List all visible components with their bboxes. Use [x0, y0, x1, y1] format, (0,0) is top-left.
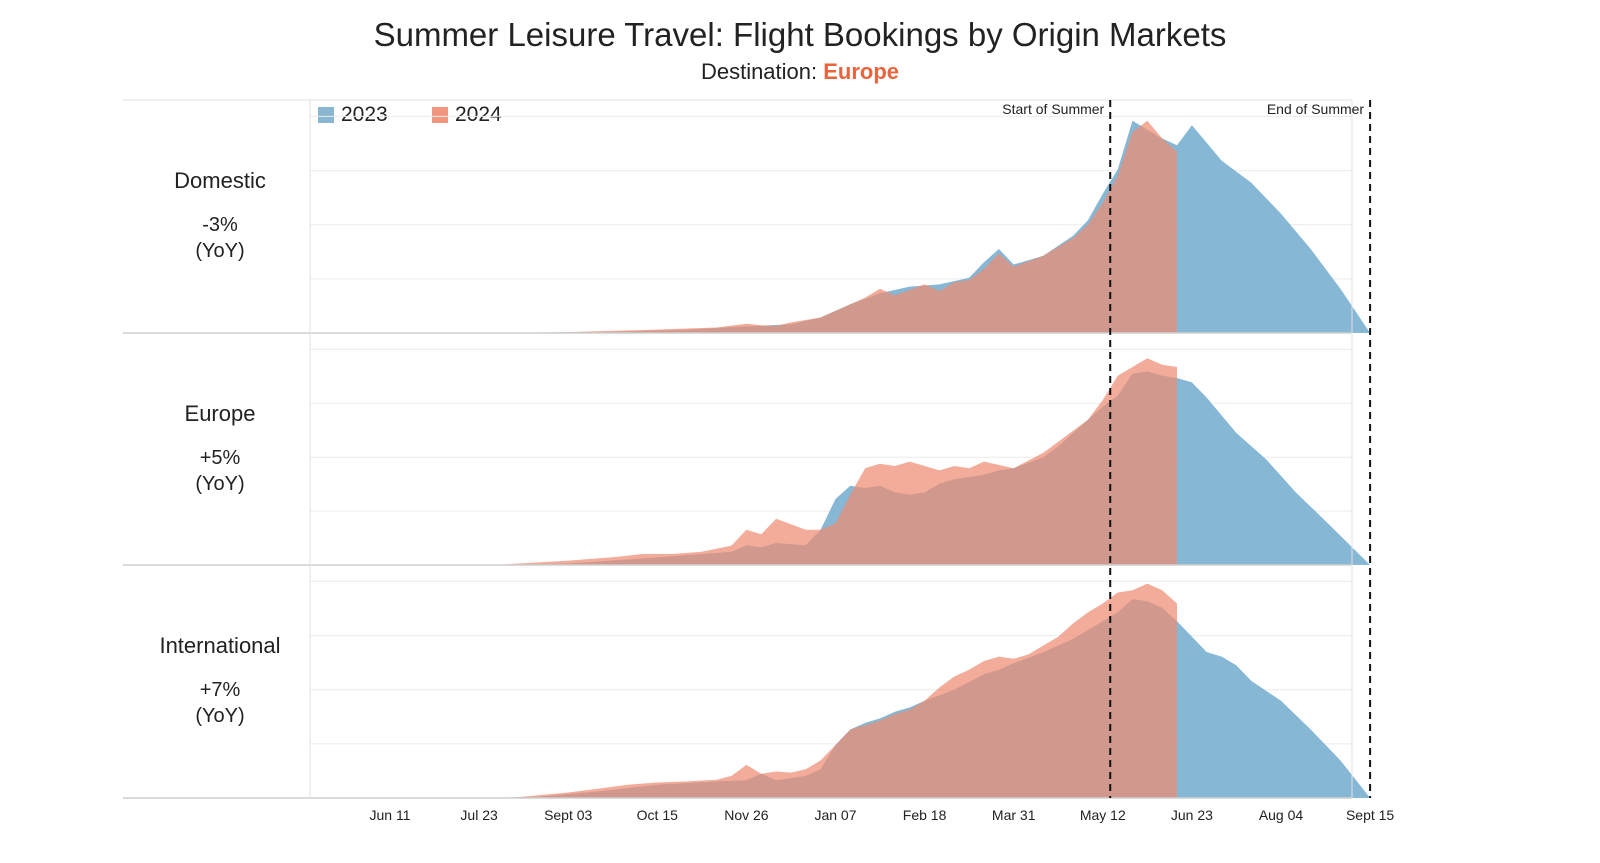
x-tick-label: Jan 07 — [814, 807, 856, 823]
end-of-summer-label: End of Summer — [1267, 101, 1365, 117]
subtitle-prefix: Destination: — [700, 59, 824, 84]
x-tick-label: May 12 — [1080, 807, 1126, 823]
legend-swatch-2024 — [432, 107, 448, 123]
x-tick-label: Jun 23 — [1171, 807, 1213, 823]
x-tick-label: Sept 15 — [1346, 807, 1394, 823]
legend-label-2023: 2023 — [341, 103, 388, 126]
panel-name: Domestic — [174, 168, 266, 193]
start-of-summer-label: Start of Summer — [1002, 101, 1104, 117]
x-tick-label: Nov 26 — [724, 807, 769, 823]
legend-swatch-2023 — [318, 107, 334, 123]
panel-label-international: International +7% (YoY) — [130, 633, 310, 729]
subtitle-destination: Europe — [823, 59, 900, 84]
panel-yoy: +5% — [199, 447, 241, 469]
x-tick-label: Jul 23 — [460, 807, 498, 823]
x-tick-label: Oct 15 — [637, 807, 678, 823]
x-tick-label: Feb 18 — [903, 807, 947, 823]
panel-yoy-note: (YoY) — [195, 240, 245, 262]
chart-title: Summer Leisure Travel: Flight Bookings b… — [373, 16, 1227, 53]
panel-yoy: -3% — [202, 214, 238, 236]
area-domestic-2024 — [538, 120, 1177, 333]
panel-name: Europe — [184, 401, 256, 426]
area-international-2024 — [508, 583, 1177, 798]
panel-yoy: +7% — [199, 679, 241, 701]
legend-label-2024: 2024 — [455, 103, 502, 126]
legend-item-2023: 2023 — [318, 103, 388, 127]
x-tick-label: Sept 03 — [544, 807, 592, 823]
panel-yoy-note: (YoY) — [195, 473, 245, 495]
legend-item-2024: 2024 — [432, 103, 502, 127]
panel-label-europe: Europe +5% (YoY) — [130, 401, 310, 497]
x-tick-label: Mar 31 — [992, 807, 1036, 823]
panel-yoy-note: (YoY) — [195, 705, 245, 727]
panel-name: International — [159, 633, 281, 658]
x-tick-label: Jun 11 — [370, 807, 411, 823]
x-tick-label: Aug 04 — [1259, 807, 1304, 823]
chart-subtitle: Destination: Europe — [0, 59, 1600, 85]
panel-label-domestic: Domestic -3% (YoY) — [130, 168, 310, 264]
area-europe-2024 — [493, 358, 1177, 565]
